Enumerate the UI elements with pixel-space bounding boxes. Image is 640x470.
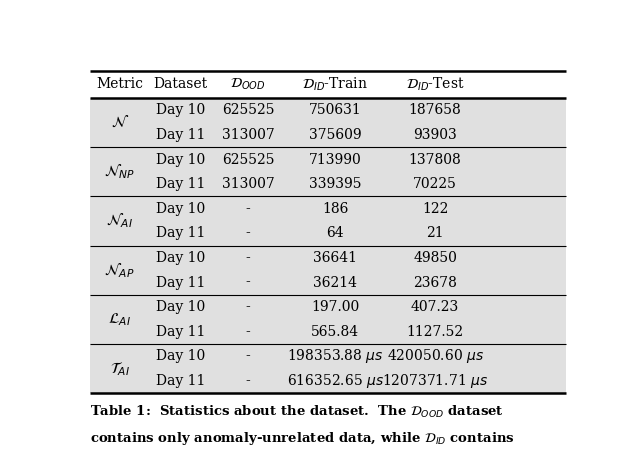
Text: 313007: 313007 <box>222 177 275 191</box>
Text: 36641: 36641 <box>313 251 357 265</box>
Text: -: - <box>246 374 251 388</box>
Text: -: - <box>246 325 251 339</box>
Text: Dataset: Dataset <box>154 78 207 92</box>
Text: 198353.88 $\mu s$: 198353.88 $\mu s$ <box>287 347 383 365</box>
Bar <box>90 320 566 344</box>
Text: Day 11: Day 11 <box>156 374 205 388</box>
Text: Metric: Metric <box>96 78 143 92</box>
Text: Day 10: Day 10 <box>156 349 205 363</box>
Text: $\mathcal{L}_{AI}$: $\mathcal{L}_{AI}$ <box>108 311 131 328</box>
Text: 625525: 625525 <box>222 153 275 166</box>
Text: 565.84: 565.84 <box>311 325 359 339</box>
Text: 64: 64 <box>326 227 344 240</box>
Text: 49850: 49850 <box>413 251 457 265</box>
Text: Day 10: Day 10 <box>156 202 205 216</box>
Bar <box>90 369 566 393</box>
Bar <box>90 344 566 369</box>
Text: -: - <box>246 227 251 240</box>
Text: -: - <box>246 251 251 265</box>
Bar <box>90 172 566 196</box>
Bar <box>90 147 566 172</box>
Text: 625525: 625525 <box>222 103 275 118</box>
Text: 197.00: 197.00 <box>311 300 359 314</box>
Text: 187658: 187658 <box>409 103 461 118</box>
Bar <box>90 98 566 123</box>
Text: 21: 21 <box>426 227 444 240</box>
Text: 93903: 93903 <box>413 128 457 142</box>
Text: Day 10: Day 10 <box>156 251 205 265</box>
Text: Day 11: Day 11 <box>156 177 205 191</box>
Text: 375609: 375609 <box>309 128 362 142</box>
Bar <box>90 123 566 147</box>
Text: 420050.60 $\mu s$: 420050.60 $\mu s$ <box>387 347 484 365</box>
Text: 23678: 23678 <box>413 275 457 290</box>
Text: contains only anomaly-unrelated data, while $\mathcal{D}_{ID}$ contains: contains only anomaly-unrelated data, wh… <box>90 430 515 447</box>
Text: 137808: 137808 <box>409 153 461 166</box>
Text: Day 11: Day 11 <box>156 227 205 240</box>
Text: Day 10: Day 10 <box>156 153 205 166</box>
Bar <box>90 295 566 320</box>
Text: $\mathcal{N}$: $\mathcal{N}$ <box>111 115 129 130</box>
Bar <box>90 196 566 221</box>
Text: 36214: 36214 <box>313 275 357 290</box>
Text: 70225: 70225 <box>413 177 457 191</box>
Text: -: - <box>246 275 251 290</box>
Text: $\mathcal{N}_{AP}$: $\mathcal{N}_{AP}$ <box>104 261 135 280</box>
Bar <box>90 270 566 295</box>
Text: Table 1:  Statistics about the dataset.  The $\mathcal{D}_{OOD}$ dataset: Table 1: Statistics about the dataset. T… <box>90 404 504 420</box>
Text: $\mathcal{T}_{AI}$: $\mathcal{T}_{AI}$ <box>109 360 130 377</box>
Text: Day 10: Day 10 <box>156 103 205 118</box>
Text: $\mathcal{D}_{OOD}$: $\mathcal{D}_{OOD}$ <box>230 77 266 92</box>
Text: 339395: 339395 <box>309 177 362 191</box>
Text: $\mathcal{N}_{AI}$: $\mathcal{N}_{AI}$ <box>106 212 133 230</box>
Text: $\mathcal{N}_{NP}$: $\mathcal{N}_{NP}$ <box>104 163 135 181</box>
Text: 750631: 750631 <box>308 103 362 118</box>
Text: 616352.65 $\mu s$: 616352.65 $\mu s$ <box>287 372 384 390</box>
Text: -: - <box>246 202 251 216</box>
Text: 186: 186 <box>322 202 348 216</box>
Text: $\mathcal{D}_{ID}$-Train: $\mathcal{D}_{ID}$-Train <box>302 76 368 93</box>
Text: 313007: 313007 <box>222 128 275 142</box>
Text: 1127.52: 1127.52 <box>406 325 464 339</box>
Text: 1207371.71 $\mu s$: 1207371.71 $\mu s$ <box>382 372 488 390</box>
Text: -: - <box>246 300 251 314</box>
Text: 122: 122 <box>422 202 449 216</box>
Bar <box>90 246 566 270</box>
Text: Day 10: Day 10 <box>156 300 205 314</box>
Text: 713990: 713990 <box>308 153 362 166</box>
Text: $\mathcal{D}_{ID}$-Test: $\mathcal{D}_{ID}$-Test <box>406 76 465 93</box>
Text: Day 11: Day 11 <box>156 325 205 339</box>
Text: Day 11: Day 11 <box>156 128 205 142</box>
Bar <box>90 221 566 246</box>
Text: Day 11: Day 11 <box>156 275 205 290</box>
Text: 407.23: 407.23 <box>411 300 460 314</box>
Text: -: - <box>246 349 251 363</box>
